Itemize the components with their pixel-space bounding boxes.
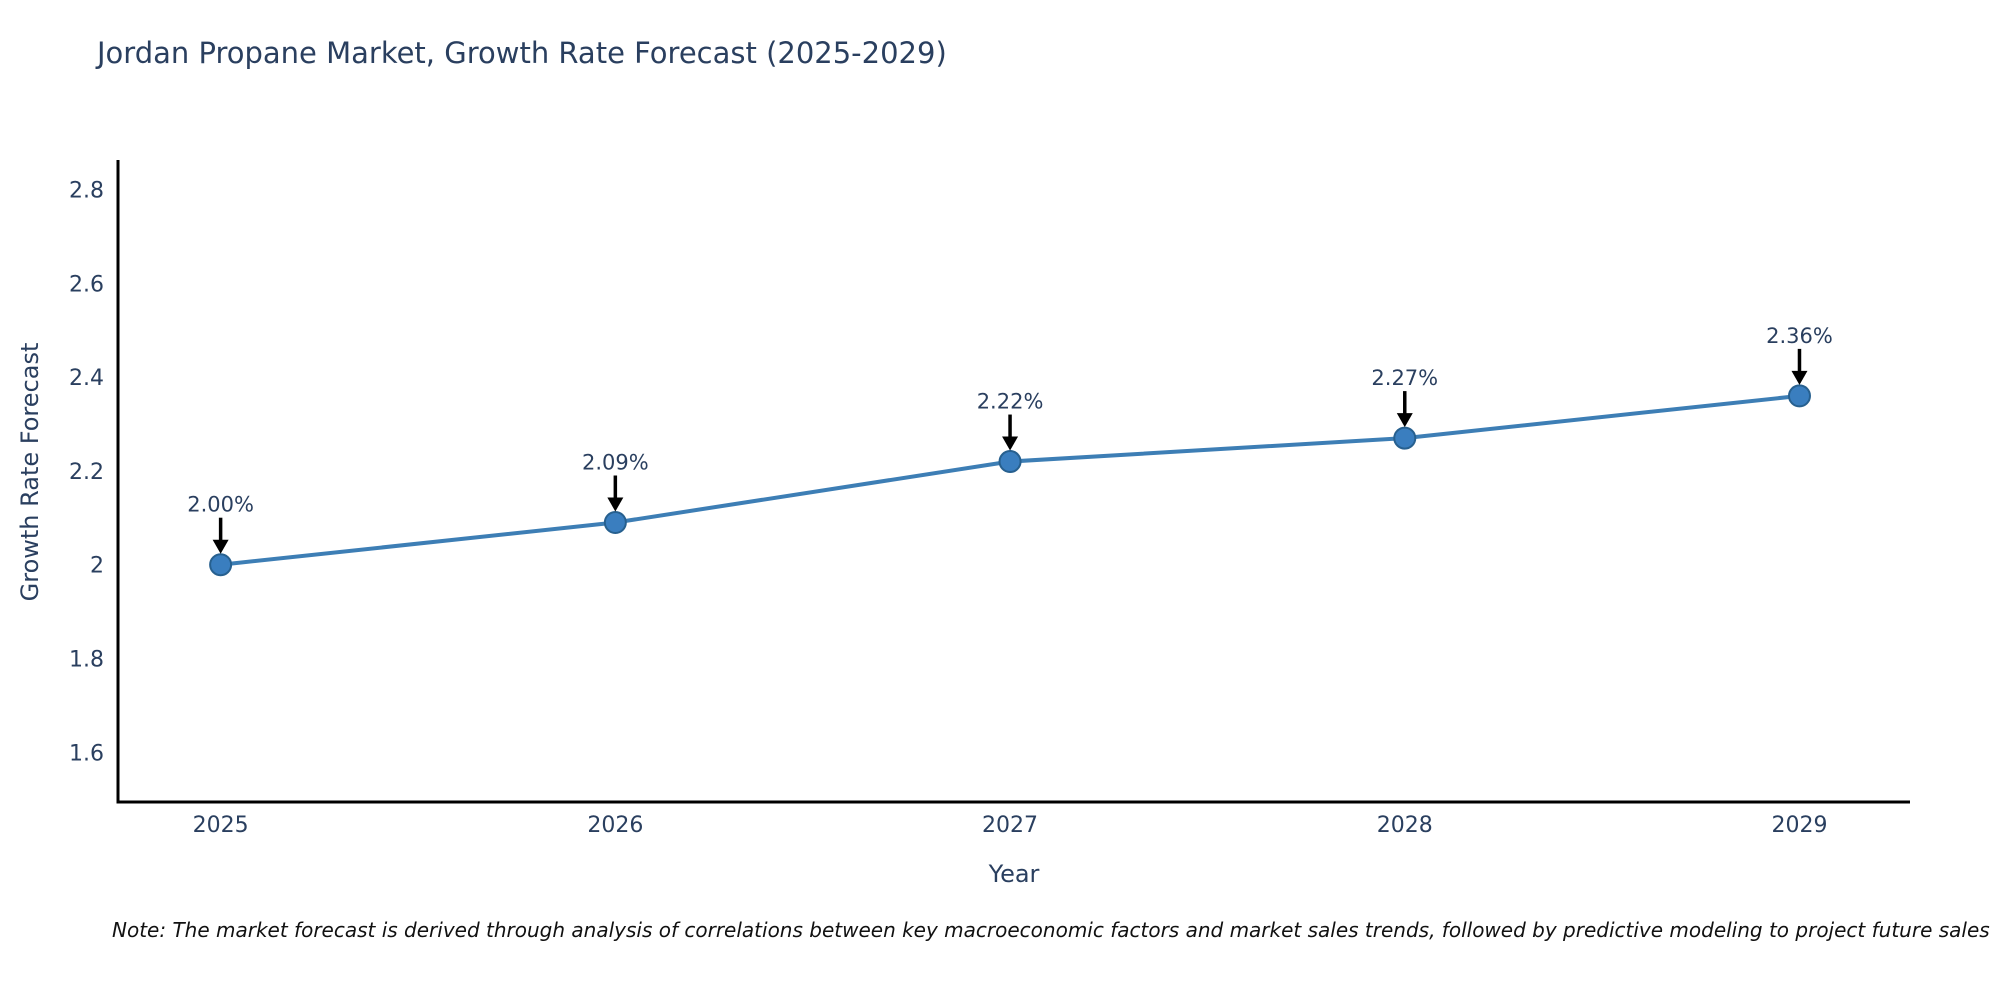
x-tick-label: 2028	[1377, 813, 1433, 838]
data-point-value-label: 2.27%	[1371, 366, 1438, 390]
data-point-marker	[603, 511, 627, 535]
y-tick-label: 1.6	[69, 741, 104, 766]
data-point-marker	[1393, 426, 1417, 450]
x-tick-label: 2029	[1771, 813, 1827, 838]
footnote-text: Note: The market forecast is derived thr…	[112, 918, 1990, 942]
annotation-arrow-head	[1002, 436, 1019, 451]
data-point-value-label: 2.22%	[977, 390, 1044, 414]
chart-title: Jordan Propane Market, Growth Rate Forec…	[97, 36, 947, 70]
y-tick-label: 2.8	[69, 179, 104, 204]
data-point-marker	[209, 553, 233, 577]
data-point-value-label: 2.36%	[1766, 324, 1833, 348]
x-tick-label: 2027	[982, 813, 1038, 838]
annotation-arrow-head	[212, 539, 229, 554]
x-axis-title: Year	[988, 860, 1040, 888]
annotation-arrow-head	[1396, 413, 1413, 428]
y-axis-title: Growth Rate Forecast	[16, 342, 44, 602]
annotation-arrow-head	[1791, 370, 1808, 385]
annotation-arrow-head	[607, 497, 624, 512]
y-tick-label: 2	[90, 554, 104, 579]
y-tick-label: 2.6	[69, 272, 104, 297]
x-tick-label: 2025	[193, 813, 249, 838]
x-tick-label: 2026	[587, 813, 643, 838]
y-tick-label: 2.4	[69, 366, 104, 391]
data-point-marker	[998, 450, 1022, 474]
data-point-marker	[1787, 384, 1811, 408]
data-point-value-label: 2.09%	[582, 451, 649, 475]
y-tick-label: 2.2	[69, 460, 104, 485]
data-point-value-label: 2.00%	[187, 493, 254, 517]
y-tick-label: 1.8	[69, 647, 104, 672]
